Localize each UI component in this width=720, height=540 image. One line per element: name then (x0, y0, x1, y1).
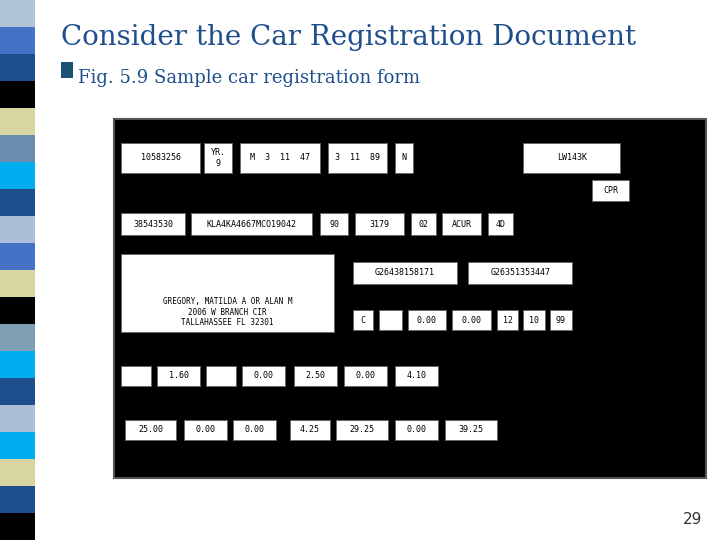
Bar (355, 213, 404, 235)
Bar (204, 143, 232, 173)
Bar (0, 81, 35, 108)
Bar (0, 486, 35, 513)
Text: CPR: CPR (603, 186, 618, 195)
Bar (395, 420, 438, 440)
Bar (0, 432, 35, 459)
Bar (121, 213, 185, 235)
Text: 3  11  89: 3 11 89 (336, 153, 380, 163)
Bar (0, 513, 35, 540)
Text: 0.00: 0.00 (406, 426, 426, 434)
Bar (0, 189, 35, 216)
Text: M  3  11  47: M 3 11 47 (250, 153, 310, 163)
Bar (0, 54, 35, 81)
Bar (395, 366, 438, 386)
Bar (240, 143, 320, 173)
Bar (0, 459, 35, 486)
Bar (61, 62, 73, 78)
Bar (121, 254, 334, 332)
Text: 29: 29 (683, 511, 702, 526)
Bar (379, 310, 402, 330)
Text: 0.00: 0.00 (253, 372, 274, 380)
Text: C: C (361, 316, 365, 325)
Text: KLA4KA4667MCO19042: KLA4KA4667MCO19042 (207, 220, 297, 228)
Text: 2.50: 2.50 (305, 372, 325, 380)
Text: 0.00: 0.00 (244, 426, 264, 434)
Text: Fig. 5.9 Sample car registration form: Fig. 5.9 Sample car registration form (78, 69, 420, 86)
Bar (233, 420, 276, 440)
Bar (157, 366, 200, 386)
Text: 10583256: 10583256 (140, 153, 181, 163)
Bar (497, 310, 518, 330)
Bar (184, 420, 227, 440)
Text: 0.00: 0.00 (195, 426, 215, 434)
Text: 90: 90 (329, 220, 339, 228)
Bar (121, 366, 151, 386)
Bar (468, 262, 572, 284)
Bar (114, 119, 706, 478)
Bar (488, 213, 513, 235)
Bar (0, 351, 35, 378)
Bar (0, 270, 35, 297)
Bar (0, 135, 35, 162)
Text: 4.25: 4.25 (300, 426, 320, 434)
Bar (0, 297, 35, 324)
Bar (353, 310, 373, 330)
Text: 4.10: 4.10 (406, 372, 426, 380)
Text: Consider the Car Registration Document: Consider the Car Registration Document (61, 24, 636, 51)
Bar (320, 213, 348, 235)
Text: 1.60: 1.60 (168, 372, 189, 380)
Bar (125, 420, 176, 440)
Text: YR.
9: YR. 9 (211, 148, 225, 167)
Bar (0, 216, 35, 243)
Bar (0, 324, 35, 351)
Text: 12: 12 (503, 316, 513, 325)
Bar (344, 366, 387, 386)
Bar (290, 420, 330, 440)
Text: 39.25: 39.25 (459, 426, 483, 434)
Bar (0, 108, 35, 135)
Text: 4D: 4D (495, 220, 505, 228)
Bar (592, 180, 629, 201)
Bar (121, 143, 200, 173)
Bar (242, 366, 285, 386)
Bar (0, 162, 35, 189)
Bar (353, 262, 457, 284)
Bar (523, 310, 545, 330)
Text: G26351353447: G26351353447 (490, 268, 550, 277)
Bar (206, 366, 236, 386)
Text: ACUR: ACUR (451, 220, 472, 228)
Bar (0, 378, 35, 405)
Text: 0.00: 0.00 (462, 316, 482, 325)
Text: 38543530: 38543530 (133, 220, 173, 228)
Bar (0, 0, 35, 27)
Bar (395, 143, 413, 173)
Bar (445, 420, 497, 440)
Bar (0, 27, 35, 54)
Text: 02: 02 (418, 220, 428, 228)
Text: 10: 10 (529, 316, 539, 325)
Text: 99: 99 (556, 316, 566, 325)
Text: G26438158171: G26438158171 (375, 268, 435, 277)
Bar (336, 420, 388, 440)
Bar (442, 213, 481, 235)
Text: N: N (402, 153, 407, 163)
Text: 0.00: 0.00 (417, 316, 437, 325)
Text: 0.00: 0.00 (356, 372, 376, 380)
Bar (550, 310, 572, 330)
Bar (294, 366, 337, 386)
Bar (523, 143, 620, 173)
Bar (0, 405, 35, 432)
Text: 3179: 3179 (369, 220, 390, 228)
Bar (0, 243, 35, 270)
Text: LW143K: LW143K (557, 153, 587, 163)
Bar (408, 310, 446, 330)
Text: 29.25: 29.25 (350, 426, 374, 434)
Text: 25.00: 25.00 (138, 426, 163, 434)
Bar (452, 310, 491, 330)
Bar (191, 213, 312, 235)
Bar (328, 143, 387, 173)
Text: GREGORY, MATILDA A OR ALAN M
2006 W BRANCH CIR
TALLAHASSEE FL 32301: GREGORY, MATILDA A OR ALAN M 2006 W BRAN… (163, 297, 292, 327)
Bar (411, 213, 436, 235)
